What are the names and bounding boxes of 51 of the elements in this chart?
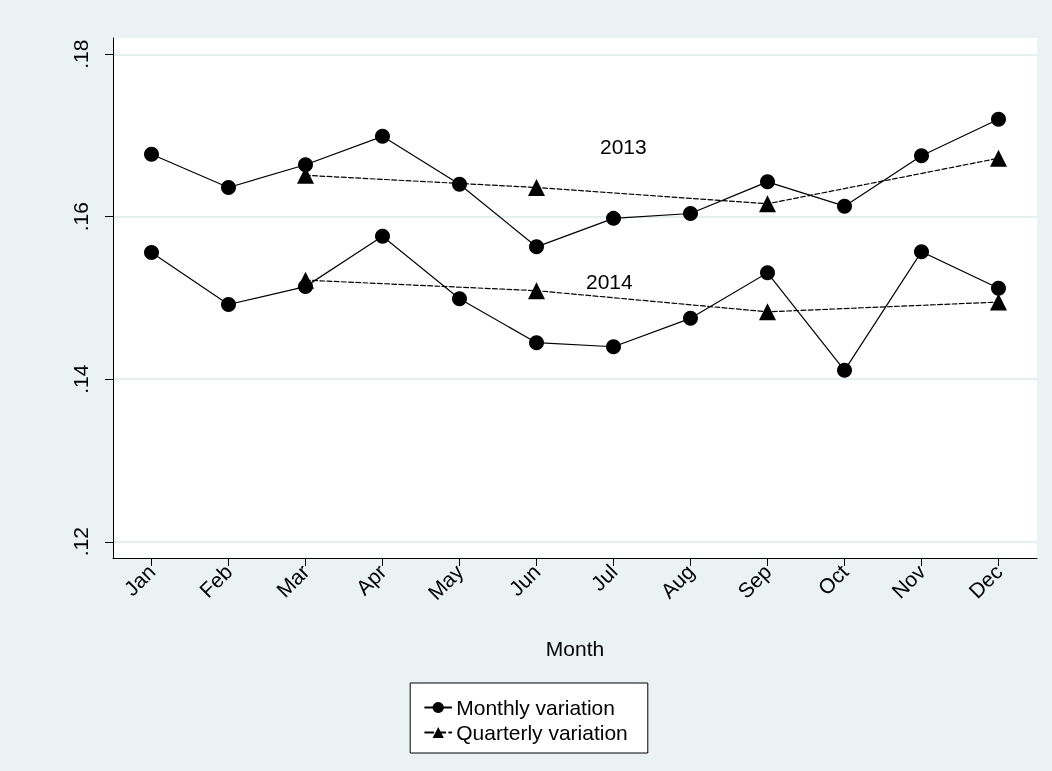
- x-tick-label: Nov: [886, 559, 930, 603]
- x-tick-label: Jul: [586, 559, 622, 596]
- point: [683, 310, 698, 326]
- x-tick-label: Oct: [813, 559, 853, 600]
- point: [452, 291, 467, 307]
- point: [759, 195, 776, 213]
- point: [760, 174, 775, 190]
- point: [221, 297, 236, 312]
- point: [914, 244, 929, 260]
- y-tick-label: .18: [69, 39, 92, 69]
- x-tick-label: Mar: [271, 559, 314, 602]
- x-tick-label: Feb: [194, 559, 237, 602]
- legend-label: Quarterly variation: [456, 721, 628, 744]
- x-tick-label: Dec: [963, 559, 1007, 603]
- point: [529, 239, 544, 255]
- point: [990, 293, 1007, 311]
- y-tick-label: .12: [69, 527, 92, 557]
- point: [837, 198, 852, 214]
- point: [298, 157, 313, 173]
- point: [221, 180, 236, 195]
- x-tick-label: Sep: [732, 559, 776, 603]
- x-axis-title: Month: [545, 637, 605, 660]
- point: [528, 282, 545, 300]
- point: [606, 210, 621, 226]
- x-tick-label: Jun: [504, 559, 545, 601]
- y-tick-label: .16: [69, 202, 92, 232]
- x-tick-label: Aug: [655, 559, 699, 603]
- x-tick-label: May: [423, 559, 468, 605]
- point: [375, 228, 390, 244]
- point: [759, 303, 776, 321]
- point: [837, 362, 852, 378]
- point: [528, 179, 545, 196]
- point: [760, 265, 775, 281]
- point: [683, 206, 698, 221]
- point: [297, 271, 314, 289]
- legend-label: Monthly variation: [456, 696, 615, 719]
- point: [529, 335, 544, 351]
- point: [144, 146, 159, 162]
- point: [914, 148, 929, 164]
- point: [991, 280, 1006, 296]
- x-tick-label: Jan: [119, 559, 160, 601]
- point: [991, 111, 1006, 127]
- point: [606, 339, 621, 355]
- x-tick-label: Apr: [351, 559, 391, 600]
- annotation: 2014: [586, 270, 634, 293]
- point: [375, 128, 390, 144]
- annotation: 2013: [600, 135, 647, 158]
- point: [144, 245, 159, 260]
- point: [990, 149, 1007, 167]
- point: [452, 176, 467, 192]
- y-tick-label: .14: [69, 364, 92, 394]
